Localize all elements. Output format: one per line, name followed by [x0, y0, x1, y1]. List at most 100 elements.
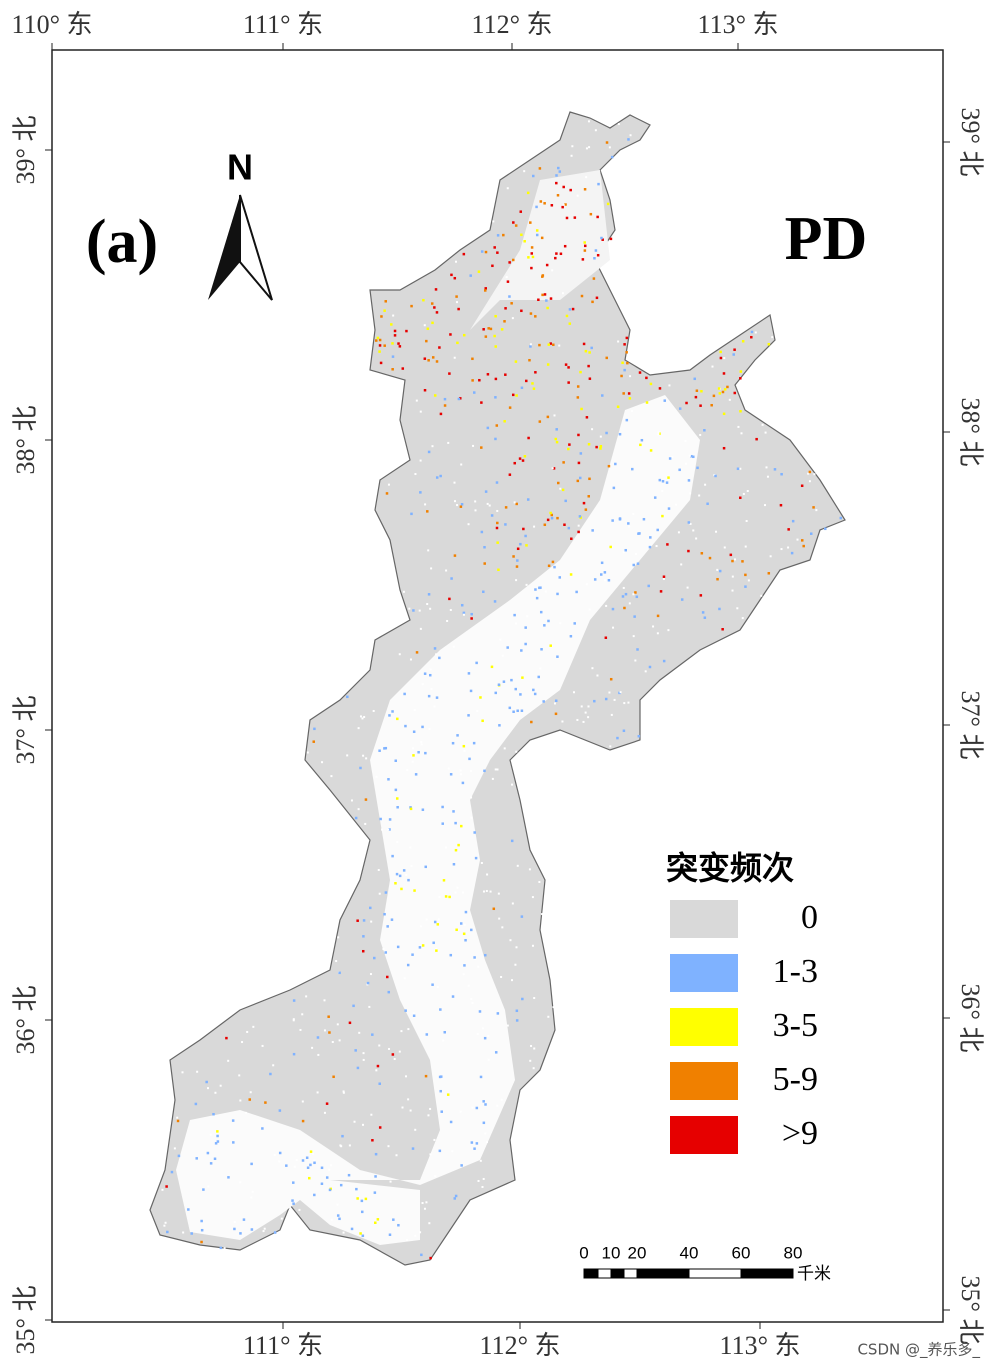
pixel: [628, 397, 632, 400]
pixel: [328, 1031, 331, 1034]
pixel: [764, 431, 767, 434]
pixel: [524, 642, 527, 646]
pixel: [251, 1190, 254, 1193]
pixel: [558, 576, 562, 579]
pixel: [449, 608, 452, 611]
pixel: [479, 1159, 482, 1162]
pixel: [787, 528, 790, 531]
pixel: [569, 634, 573, 638]
pixel: [196, 1070, 199, 1073]
pixel: [434, 1175, 437, 1178]
pixel: [378, 892, 381, 895]
pixel: [419, 459, 422, 462]
pixel: [347, 1173, 351, 1177]
pixel: [431, 445, 434, 448]
pixel: [486, 373, 490, 376]
pixel: [787, 546, 790, 549]
pixel: [496, 1012, 500, 1015]
pixel: [478, 1010, 482, 1013]
pixel: [584, 508, 588, 511]
pixel: [470, 998, 473, 1001]
pixel: [484, 1132, 487, 1135]
pixel: [719, 356, 723, 360]
latitude-label: 39° 北: [956, 108, 985, 177]
pixel: [353, 1120, 356, 1123]
pixel: [717, 387, 721, 390]
pixel: [379, 817, 382, 821]
pixel: [383, 912, 386, 916]
pixel: [585, 583, 588, 586]
pixel: [538, 880, 541, 883]
pixel: [453, 356, 456, 359]
pixel: [579, 370, 582, 374]
pixel: [744, 573, 747, 577]
scale-unit: 千米: [797, 1264, 831, 1284]
pixel: [474, 509, 477, 512]
pixel: [600, 236, 603, 240]
pixel: [739, 496, 742, 500]
pixel: [373, 1191, 377, 1194]
pixel: [454, 891, 457, 894]
pixel: [176, 1116, 179, 1119]
pixel: [535, 233, 539, 237]
pixel: [506, 646, 509, 649]
pixel: [693, 377, 696, 381]
pixel: [504, 523, 507, 526]
pixel: [362, 919, 366, 922]
pixel: [225, 1036, 228, 1040]
pixel: [292, 1202, 295, 1205]
pixel: [556, 194, 560, 197]
pixel: [360, 1210, 364, 1214]
pixel: [550, 513, 554, 517]
pixel: [689, 492, 692, 495]
pixel: [484, 1103, 487, 1106]
pixel: [568, 322, 572, 325]
pixel: [165, 1185, 168, 1188]
pixel: [357, 727, 360, 730]
pixel: [499, 638, 502, 641]
pixel: [473, 956, 476, 959]
pixel: [423, 357, 427, 360]
pixel: [561, 292, 564, 295]
pixel: [502, 233, 505, 237]
pixel: [706, 502, 709, 506]
pixel: [687, 549, 690, 553]
pixel: [624, 548, 627, 552]
pixel: [610, 155, 614, 159]
pixel: [656, 528, 659, 532]
pixel: [411, 760, 414, 763]
pixel: [581, 258, 585, 261]
pixel: [447, 441, 450, 444]
pixel: [467, 523, 470, 526]
pixel: [366, 981, 370, 985]
watermark: CSDN @_养乐多_: [857, 1341, 980, 1360]
pixel: [400, 1030, 403, 1033]
pixel: [448, 372, 451, 375]
pixel: [533, 525, 536, 528]
pixel: [459, 922, 463, 925]
pixel: [591, 667, 594, 670]
pixel: [438, 1075, 442, 1079]
pixel: [580, 294, 584, 298]
pixel: [292, 1019, 295, 1022]
pixel: [529, 1059, 532, 1062]
pixel: [585, 147, 588, 150]
pixel: [513, 461, 516, 465]
pixel: [463, 749, 466, 752]
pixel: [559, 252, 563, 256]
pixel: [556, 516, 559, 520]
pixel: [549, 342, 552, 345]
pixel: [468, 757, 471, 761]
pixel: [402, 590, 405, 593]
pixel: [582, 342, 586, 346]
pixel: [684, 462, 687, 465]
pixel: [540, 236, 544, 240]
pixel: [339, 1183, 343, 1187]
pixel: [767, 572, 771, 575]
pixel: [387, 1145, 390, 1148]
pixel: [527, 436, 530, 440]
pixel: [668, 384, 671, 387]
pixel: [244, 1111, 247, 1114]
pixel: [375, 775, 378, 778]
pixel: [379, 361, 383, 365]
